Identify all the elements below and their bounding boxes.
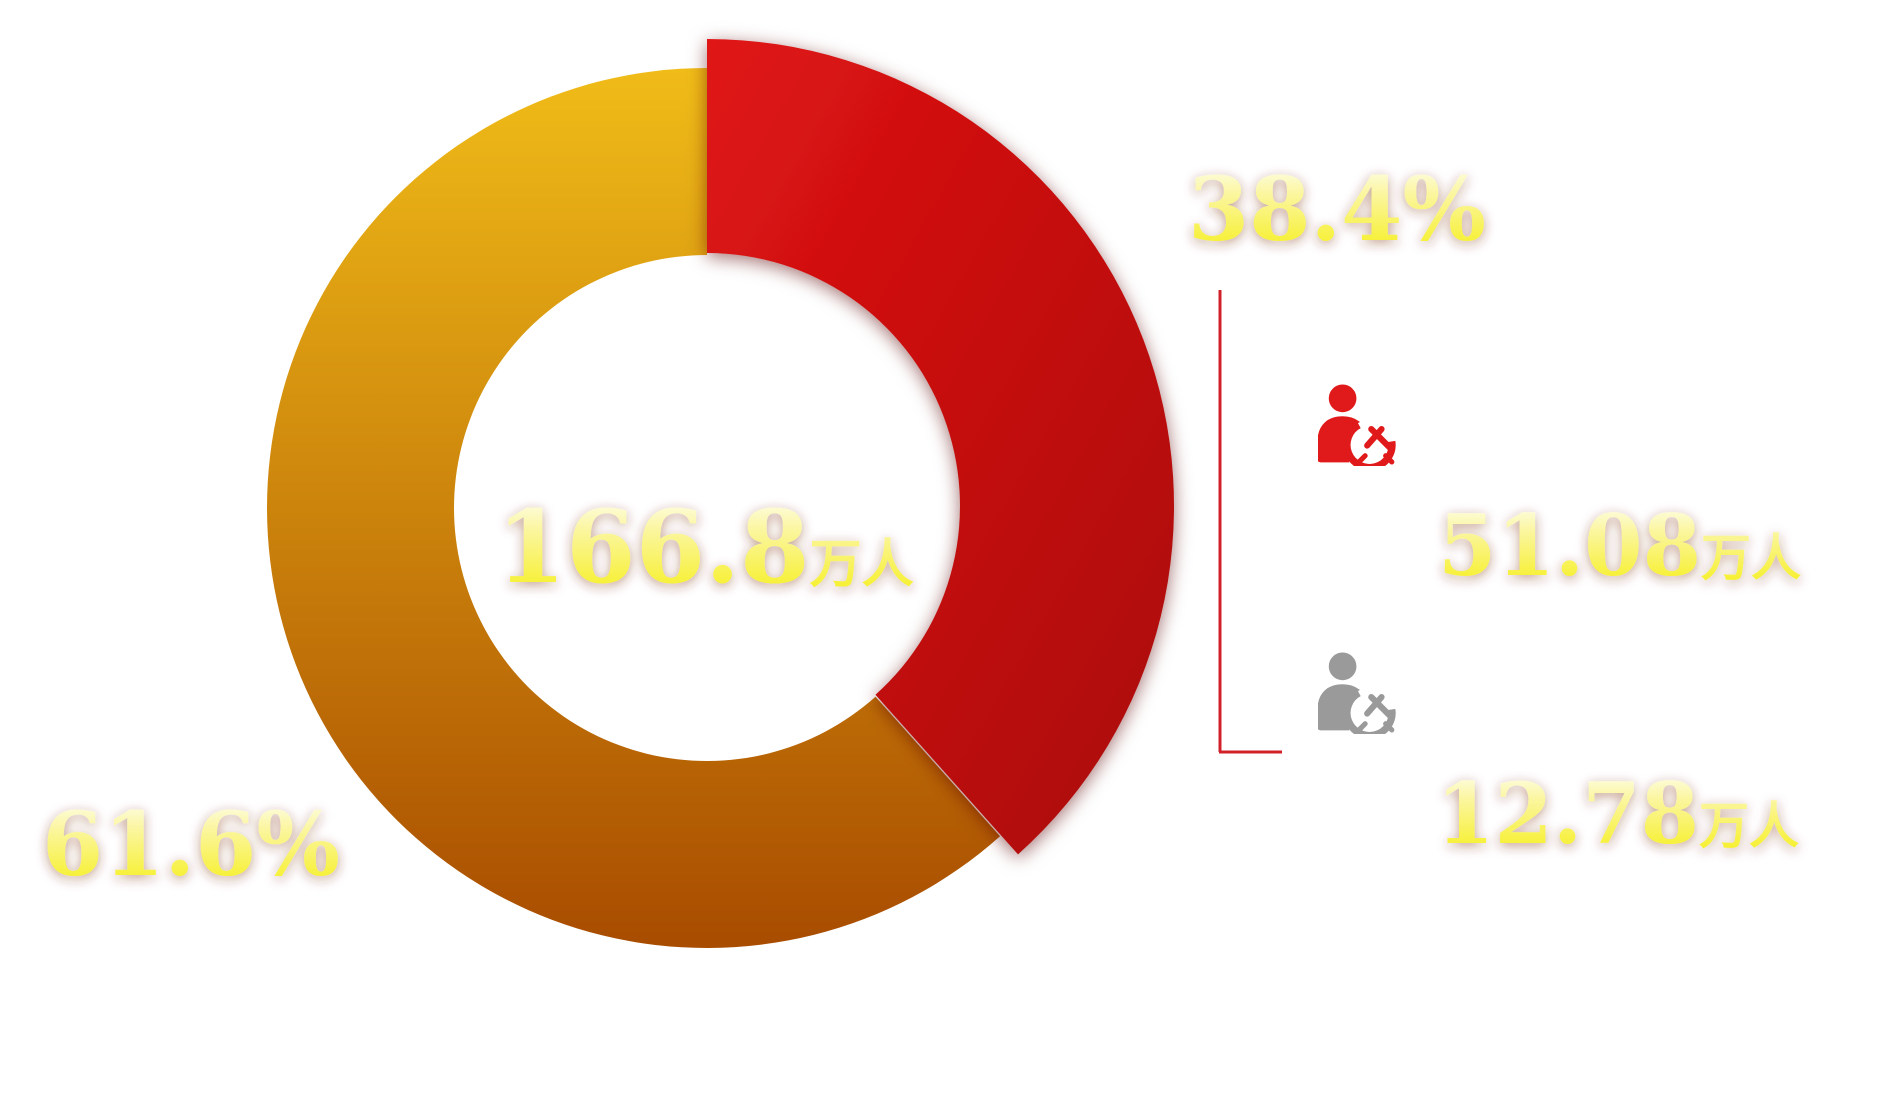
slice-highlight <box>707 39 1174 855</box>
breakdown-unit-2: 万人 <box>1699 797 1799 855</box>
breakdown-number-1: 51.08 <box>1438 496 1701 595</box>
slice-label-highlight: 38.4% <box>1188 157 1486 261</box>
center-total: 166.8万人 <box>496 488 913 606</box>
center-number: 166.8 <box>496 488 809 606</box>
breakdown-value-2: 12.78万人 <box>1436 764 1799 863</box>
breakdown-number-2: 12.78 <box>1436 764 1699 863</box>
slice-rest <box>267 68 1001 948</box>
party-member-icon <box>1318 385 1392 467</box>
legend-item-1: 51.08万人 <box>1318 385 1801 595</box>
legend-item-2: 12.78万人 <box>1318 653 1799 863</box>
party-member-icon <box>1318 653 1392 735</box>
center-unit: 万人 <box>810 535 914 595</box>
slice-label-rest: 61.6% <box>42 792 340 896</box>
breakdown-value-1: 51.08万人 <box>1438 496 1801 595</box>
breakdown-unit-1: 万人 <box>1701 529 1801 587</box>
